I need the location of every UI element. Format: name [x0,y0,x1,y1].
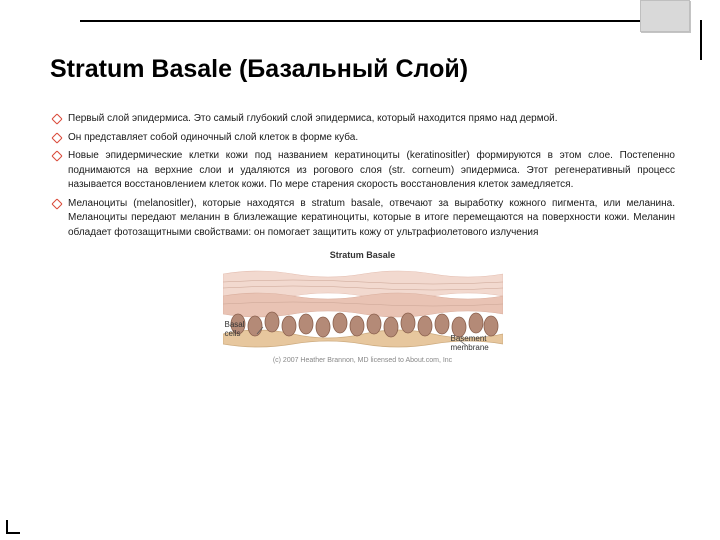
list-item: Первый слой эпидермиса. Это самый глубок… [50,112,675,127]
figure-canvas: Basal cells Basement membrane [223,264,503,354]
bullet-list: Первый слой эпидермиса. Это самый глубок… [50,112,675,240]
decor-line-horizontal [6,532,20,534]
decor-line-vertical [700,20,702,60]
figure-label-basal: Basal cells [225,321,259,338]
list-item: Новые эпидермические клетки кожи под наз… [50,149,675,193]
epidermis-upper-layers [223,271,503,317]
list-item: Он представляет собой одиночный слой кле… [50,131,675,146]
corner-decor-top-right [610,0,720,60]
list-item: Меланоциты (melanositler), которые наход… [50,197,675,241]
decor-box [640,0,690,32]
page-title: Stratum Basale (Базальный Слой) [50,55,675,84]
figure-copyright: (c) 2007 Heather Brannon, MD licensed to… [223,357,503,364]
corner-decor-bottom-left [0,510,30,540]
decor-line-horizontal [80,20,640,22]
figure: Stratum Basale [223,250,503,364]
figure-title: Stratum Basale [223,250,503,260]
decor-line-vertical [6,520,8,534]
figure-label-membrane: Basement membrane [451,335,507,352]
content-area: Stratum Basale (Базальный Слой) Первый с… [50,55,675,520]
slide-page: Stratum Basale (Базальный Слой) Первый с… [0,0,720,540]
